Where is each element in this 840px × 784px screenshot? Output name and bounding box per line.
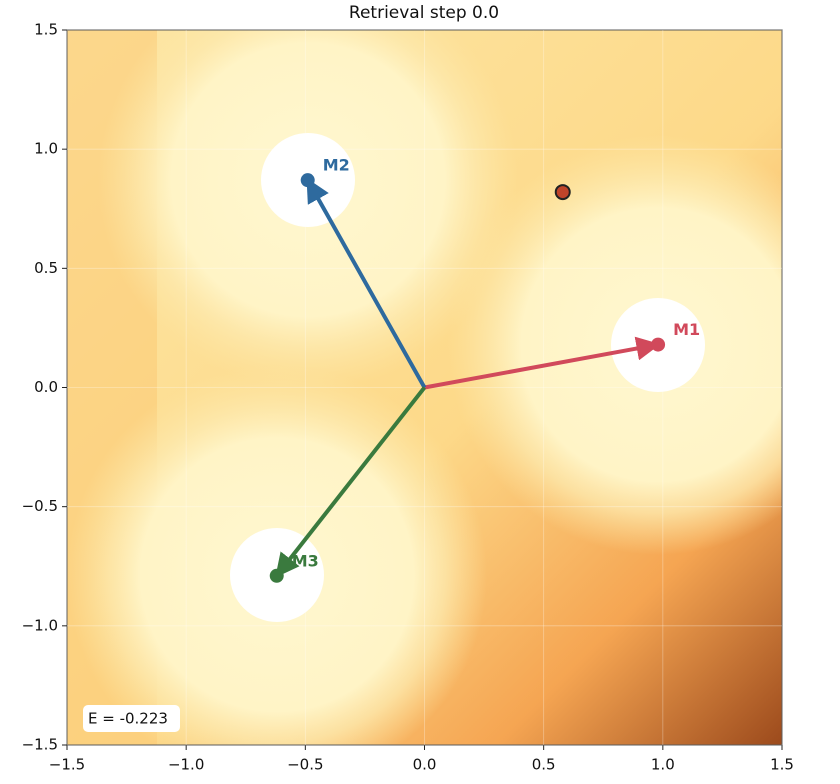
y-tick-label: 1.0 xyxy=(34,140,58,158)
memory-label: M3 xyxy=(292,551,319,570)
memory-arrow xyxy=(305,178,427,389)
x-tick-label: −1.0 xyxy=(168,756,204,774)
memory-point xyxy=(651,337,666,352)
energy-box xyxy=(83,705,180,732)
x-tick-label: 1.5 xyxy=(770,756,794,774)
x-tick-label: 0.5 xyxy=(532,756,556,774)
x-tick-label: 0.0 xyxy=(413,756,437,774)
memory-point xyxy=(300,173,315,188)
y-tick-label: −0.5 xyxy=(22,497,58,515)
x-tick-label: −1.5 xyxy=(49,756,85,774)
memory-point xyxy=(269,568,284,583)
memory-arrow xyxy=(424,336,661,390)
query-point xyxy=(554,184,571,201)
y-tick-label: −1.5 xyxy=(22,736,58,754)
memory-label: M1 xyxy=(673,320,700,339)
y-tick-label: 1.5 xyxy=(34,21,58,39)
energy-label: E = -0.223 xyxy=(88,710,168,728)
energy-landscape xyxy=(67,30,782,745)
x-tick-label: −0.5 xyxy=(287,756,323,774)
memory-label: M2 xyxy=(323,156,350,175)
y-tick-label: 0.0 xyxy=(34,378,58,396)
y-tick-label: 0.5 xyxy=(34,259,58,277)
memory-arrow xyxy=(275,386,427,578)
y-tick-label: −1.0 xyxy=(22,616,58,634)
x-tick-label: 1.0 xyxy=(651,756,675,774)
chart-title: Retrieval step 0.0 xyxy=(349,3,499,23)
